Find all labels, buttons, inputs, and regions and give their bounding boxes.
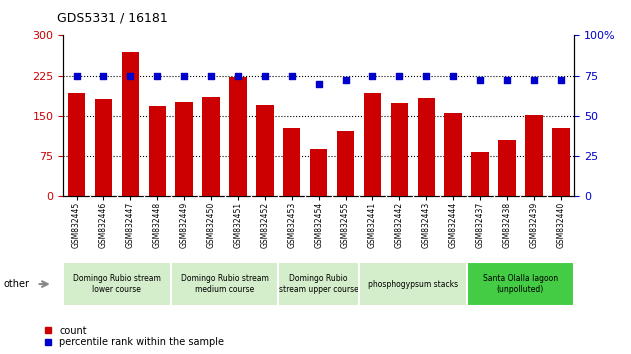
Bar [283, 128, 300, 196]
Bar [337, 131, 354, 196]
Point [556, 78, 566, 83]
Text: Domingo Rubio stream
medium course: Domingo Rubio stream medium course [180, 274, 268, 294]
Text: GSM832449: GSM832449 [180, 202, 189, 248]
Point [179, 73, 189, 79]
Text: GSM832440: GSM832440 [557, 202, 565, 248]
Bar [552, 128, 570, 196]
Bar [418, 98, 435, 196]
Text: GSM832441: GSM832441 [368, 202, 377, 248]
Bar [122, 51, 139, 196]
Text: GSM832452: GSM832452 [261, 202, 269, 248]
Text: GSM832446: GSM832446 [99, 202, 108, 248]
Point [394, 73, 404, 79]
Text: GSM832443: GSM832443 [422, 202, 431, 248]
Point [286, 73, 297, 79]
Bar [471, 153, 489, 196]
Point [448, 73, 458, 79]
Bar [363, 93, 381, 196]
Text: GSM832447: GSM832447 [126, 202, 135, 248]
Bar [256, 105, 274, 196]
Text: GSM832445: GSM832445 [72, 202, 81, 248]
Bar [229, 77, 247, 196]
Bar [525, 115, 543, 196]
Text: Domingo Rubio
stream upper course: Domingo Rubio stream upper course [279, 274, 358, 294]
Text: GSM832442: GSM832442 [395, 202, 404, 248]
Text: GSM832455: GSM832455 [341, 202, 350, 248]
Point [152, 73, 162, 79]
Text: Santa Olalla lagoon
(unpolluted): Santa Olalla lagoon (unpolluted) [483, 274, 558, 294]
Text: Domingo Rubio stream
lower course: Domingo Rubio stream lower course [73, 274, 161, 294]
Point [475, 78, 485, 83]
Bar [310, 149, 327, 196]
Bar [203, 97, 220, 196]
Text: GDS5331 / 16181: GDS5331 / 16181 [57, 12, 168, 25]
Bar [95, 99, 112, 196]
Point [206, 73, 216, 79]
Point [314, 81, 324, 87]
Legend: count, percentile rank within the sample: count, percentile rank within the sample [43, 324, 226, 349]
Text: GSM832439: GSM832439 [529, 202, 538, 248]
Text: GSM832453: GSM832453 [287, 202, 296, 248]
Text: GSM832454: GSM832454 [314, 202, 323, 248]
Point [71, 73, 81, 79]
Point [126, 73, 136, 79]
Text: GSM832438: GSM832438 [502, 202, 512, 248]
Bar [68, 93, 85, 196]
Bar [444, 113, 462, 196]
Text: GSM832450: GSM832450 [206, 202, 216, 248]
Point [98, 73, 109, 79]
Text: phosphogypsum stacks: phosphogypsum stacks [368, 280, 458, 289]
Point [233, 73, 243, 79]
Bar [175, 102, 193, 196]
Point [502, 78, 512, 83]
Bar [148, 106, 166, 196]
Text: GSM832451: GSM832451 [233, 202, 242, 248]
Point [529, 78, 539, 83]
Point [422, 73, 432, 79]
Bar [391, 103, 408, 196]
Point [341, 78, 351, 83]
Text: other: other [3, 279, 29, 289]
Point [260, 73, 270, 79]
Text: GSM832444: GSM832444 [449, 202, 457, 248]
Point [367, 73, 377, 79]
Bar [498, 140, 516, 196]
Text: GSM832437: GSM832437 [476, 202, 485, 248]
Text: GSM832448: GSM832448 [153, 202, 162, 248]
